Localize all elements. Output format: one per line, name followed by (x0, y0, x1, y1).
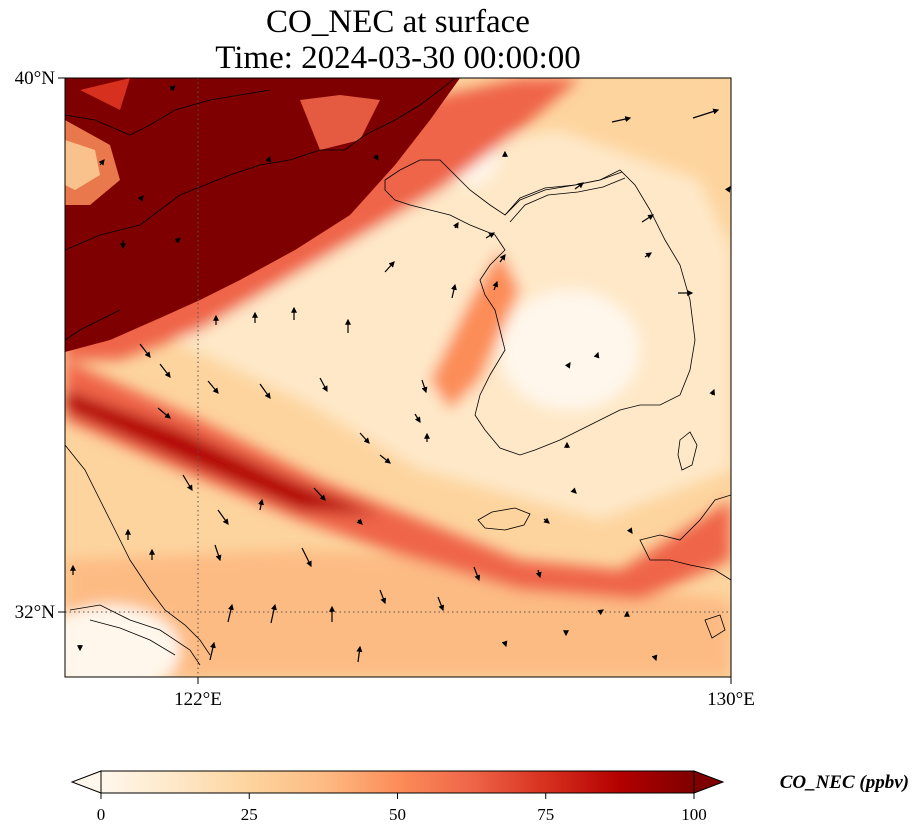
colorbar-tick-label: 50 (389, 805, 406, 824)
wind-arrow (379, 589, 387, 605)
lat-label-32N: 32°N (15, 602, 56, 623)
coastline-bohai (65, 89, 271, 136)
lat-label-40N: 40°N (15, 68, 56, 89)
wind-vectors (70, 85, 731, 663)
colorbar-tick-label: 25 (241, 805, 258, 824)
wind-arrow (313, 487, 326, 501)
wind-arrow (485, 232, 496, 239)
wind-arrow (535, 569, 542, 579)
coastline-jiangsu (65, 444, 211, 656)
wind-arrow (450, 283, 457, 299)
colorbar-tick-label: 75 (537, 805, 554, 824)
gridlines (65, 78, 731, 677)
wind-arrow (597, 609, 604, 616)
border-line-2 (509, 177, 626, 223)
wind-arrow (209, 641, 216, 661)
colorbar-extend-max (693, 770, 725, 794)
wind-arrow (227, 603, 234, 623)
colorbar-tick-label: 100 (681, 805, 707, 824)
wind-arrow (692, 108, 720, 119)
wind-arrow (157, 407, 171, 419)
wind-arrow (492, 280, 499, 291)
wind-arrow (499, 254, 506, 263)
wind-arrow (501, 640, 508, 648)
wind-arrow (593, 351, 600, 359)
wind-arrow (169, 85, 176, 92)
wind-arrow (724, 186, 731, 193)
concentration-field (65, 78, 731, 677)
wind-arrow (473, 566, 481, 582)
colorbar: 0 25 50 75 100 CO_NEC (ppbv) (70, 770, 909, 824)
kyushu-coast (639, 494, 731, 581)
high-concentration-region (65, 78, 460, 352)
wind-arrow (356, 518, 363, 525)
wind-arrow (574, 182, 584, 190)
lon-label-122E: 122°E (174, 689, 222, 710)
wind-arrow (98, 159, 105, 166)
wind-arrow (651, 654, 658, 662)
wind-arrow (137, 195, 144, 202)
wind-arrow (611, 116, 632, 123)
map-frame (64, 77, 732, 678)
wind-arrow (709, 388, 716, 396)
wind-arrow (641, 214, 655, 223)
wind-arrow (139, 343, 151, 358)
wind-arrow (217, 509, 229, 525)
wind-arrow (265, 155, 272, 163)
wind-arrow (414, 413, 421, 424)
wind-arrow (356, 645, 363, 663)
yangtze-island (89, 619, 176, 656)
korea-coast (384, 159, 696, 456)
wind-arrow (437, 596, 445, 612)
jeju-island (477, 507, 531, 531)
wind-arrow (543, 517, 550, 524)
wind-arrow (319, 377, 328, 393)
wind-arrow (384, 261, 395, 273)
coastlines (65, 78, 731, 666)
axis-ticks: 40°N 32°N 122°E 130°E (15, 68, 755, 710)
yangtze-mouth (69, 604, 201, 666)
wind-arrow (301, 547, 312, 568)
wind-arrow (270, 603, 277, 624)
title-line-2: Time: 2024-03-30 00:00:00 (215, 40, 581, 76)
colorbar-tick-label: 0 (97, 805, 106, 824)
wind-arrow (207, 380, 219, 394)
wind-arrow (214, 544, 222, 562)
wind-arrow (359, 432, 370, 444)
wind-arrow (259, 383, 271, 399)
small-island (704, 614, 726, 639)
lon-label-130E: 130°E (707, 689, 755, 710)
wind-arrow (570, 487, 577, 494)
coastline-shandong (65, 309, 121, 341)
tsushima-island (677, 431, 698, 471)
wind-arrow (421, 379, 428, 394)
wind-arrow (258, 498, 265, 511)
colorbar-extend-min (70, 770, 102, 794)
wind-arrow (174, 237, 181, 244)
colorbar-label: CO_NEC (ppbv) (780, 772, 909, 793)
border-line-1 (504, 171, 623, 216)
colorbar-body (101, 771, 694, 793)
wind-arrow (182, 474, 193, 492)
field-blobs (65, 78, 731, 677)
wind-arrow (452, 221, 459, 229)
title-line-1: CO_NEC at surface (266, 4, 530, 40)
wind-arrow (372, 154, 379, 162)
wind-arrow (626, 527, 633, 534)
coastline-liaodong (65, 78, 456, 251)
wind-arrow (379, 454, 391, 464)
wind-arrow (644, 252, 652, 259)
wind-arrow (159, 363, 171, 378)
wind-arrow (564, 362, 571, 369)
